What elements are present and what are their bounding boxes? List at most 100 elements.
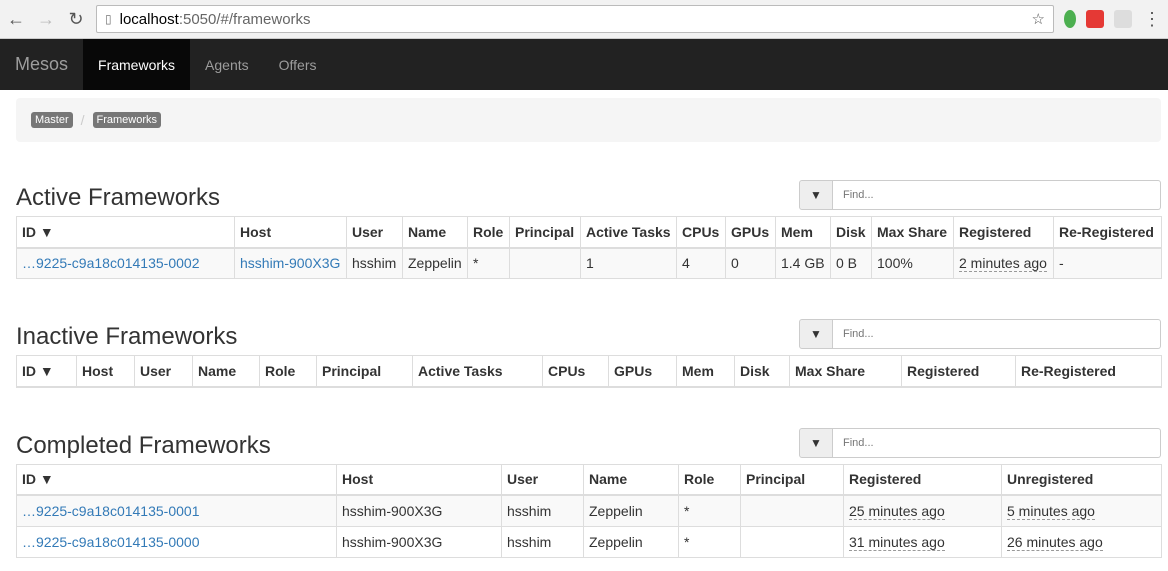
column-header[interactable]: ID ▼: [16, 216, 235, 249]
browser-toolbar: ← → ↻ ▯ localhost:5050/#/frameworks ☆ ⋮: [0, 0, 1168, 39]
table-cell: hsshim-900X3G: [336, 525, 502, 558]
section-title: Inactive Frameworks: [16, 323, 238, 350]
column-header[interactable]: ID ▼: [16, 355, 77, 388]
table-cell: hsshim-900X3G: [234, 247, 347, 279]
header-row: ID ▼ Host User Name Role Principal Registered U…: [16, 463, 1162, 496]
column-header[interactable]: GPUs: [608, 355, 677, 388]
table-cell: 0 B: [830, 247, 872, 279]
table-cell: hsshim: [501, 494, 584, 527]
nav-frameworks[interactable]: Frameworks: [83, 39, 191, 90]
table-cell: Zeppelin: [583, 494, 679, 527]
filter-icon: ▼: [799, 427, 833, 458]
column-header[interactable]: Mem: [676, 355, 735, 388]
column-header[interactable]: User: [501, 463, 584, 496]
breadcrumb: Master / Frameworks: [16, 98, 1161, 142]
column-header[interactable]: Role: [678, 463, 741, 496]
filter-icon: ▼: [799, 319, 833, 349]
forward-icon[interactable]: →: [37, 8, 55, 29]
filter-box: ▼: [799, 427, 1161, 458]
table-cell: *: [678, 494, 741, 527]
column-header[interactable]: Name: [402, 216, 468, 249]
column-header[interactable]: Principal: [316, 355, 413, 388]
relative-time: -: [1059, 255, 1064, 272]
back-icon[interactable]: ←: [7, 8, 25, 29]
section-title: Completed Frameworks: [16, 431, 271, 459]
column-header[interactable]: CPUs: [676, 216, 726, 249]
inactive-frameworks-table: ID ▼ Host User Name Role Principal Active Task…: [16, 355, 1162, 388]
section-title: Active Frameworks: [16, 184, 221, 211]
menu-icon[interactable]: ⋮: [1143, 8, 1161, 29]
table-cell: [740, 494, 844, 527]
address-bar[interactable]: ▯ localhost:5050/#/frameworks ☆: [96, 5, 1054, 33]
header-row: ID ▼ Host User Name Role Principal Active Task…: [16, 355, 1162, 388]
cell-text: 1: [586, 255, 594, 272]
cell-text: 0 B: [836, 255, 858, 272]
column-header[interactable]: Principal: [740, 463, 844, 496]
find-input[interactable]: [833, 180, 1161, 210]
cell-link[interactable]: hsshim-900X3G: [240, 255, 341, 272]
cell-text: 1.4 GB: [781, 255, 825, 272]
table-cell: …9225-c9a18c014135-0001: [16, 494, 337, 527]
table-row: …9225-c9a18c014135-0000 hsshim-900X3G hssh…: [16, 525, 1162, 558]
cell-link[interactable]: …9225-c9a18c014135-0001: [22, 502, 200, 519]
page-icon: ▯: [105, 12, 112, 26]
cell-text: *: [684, 502, 690, 519]
column-header[interactable]: GPUs: [725, 216, 776, 249]
column-header[interactable]: Host: [76, 355, 135, 388]
column-header[interactable]: Registered: [953, 216, 1054, 249]
relative-time: 31 minutes ago: [849, 533, 945, 551]
url-path: :5050/#/frameworks: [178, 10, 311, 28]
table-row: …9225-c9a18c014135-0002 hsshim-900X3G hssh…: [16, 247, 1162, 279]
column-header[interactable]: Host: [234, 216, 347, 249]
cell-text: Zeppelin: [589, 502, 643, 519]
column-header[interactable]: Re-Registered: [1053, 216, 1162, 249]
table-cell: 1.4 GB: [775, 247, 831, 279]
column-header[interactable]: Host: [336, 463, 502, 496]
relative-time: 2 minutes ago: [959, 255, 1047, 273]
column-header[interactable]: User: [134, 355, 193, 388]
column-header[interactable]: Active Tasks: [580, 216, 677, 249]
extension-todo-icon[interactable]: [1086, 10, 1104, 28]
column-header[interactable]: Active Tasks: [412, 355, 543, 388]
nav-offers[interactable]: Offers: [278, 56, 317, 73]
column-header[interactable]: Role: [259, 355, 317, 388]
column-header[interactable]: Name: [583, 463, 679, 496]
find-input[interactable]: [833, 319, 1161, 349]
cell-link[interactable]: …9225-c9a18c014135-0002: [22, 255, 200, 272]
column-header[interactable]: Disk: [734, 355, 790, 388]
column-header[interactable]: Principal: [509, 216, 581, 249]
column-header[interactable]: User: [346, 216, 403, 249]
column-header[interactable]: Name: [192, 355, 260, 388]
filter-icon: ▼: [799, 180, 833, 210]
table-cell: *: [678, 525, 741, 558]
column-header[interactable]: Mem: [775, 216, 831, 249]
inactive-frameworks-section: Inactive Frameworks ▼ ID ▼HostUserNameRo…: [16, 319, 1162, 388]
completed-frameworks-table: ID ▼ Host User Name Role Principal Registered U…: [16, 463, 1162, 558]
cell-text: 4: [682, 255, 690, 272]
column-header[interactable]: Registered: [843, 463, 1002, 496]
column-header[interactable]: Max Share: [871, 216, 954, 249]
filter-box: ▼: [799, 319, 1161, 349]
column-header[interactable]: Unregistered: [1001, 463, 1162, 496]
find-input[interactable]: [833, 427, 1161, 458]
column-header[interactable]: Max Share: [789, 355, 902, 388]
cell-link[interactable]: …9225-c9a18c014135-0000: [22, 533, 200, 550]
brand[interactable]: Mesos: [15, 54, 69, 74]
table-cell: 1: [580, 247, 677, 279]
column-header[interactable]: Registered: [901, 355, 1016, 388]
reload-icon[interactable]: ↻: [68, 8, 84, 29]
completed-frameworks-section: Completed Frameworks ▼ ID ▼HostUserNameR…: [16, 427, 1162, 558]
table-cell: *: [467, 247, 510, 279]
table-cell: 31 minutes ago: [843, 525, 1002, 558]
column-header[interactable]: CPUs: [542, 355, 609, 388]
column-header[interactable]: Disk: [830, 216, 872, 249]
table-cell: 2 minutes ago: [953, 247, 1054, 279]
nav-agents[interactable]: Agents: [205, 56, 249, 73]
breadcrumb-master[interactable]: Master: [31, 112, 73, 128]
column-header[interactable]: Re-Registered: [1015, 355, 1162, 388]
extension-leaf-icon[interactable]: [1064, 10, 1076, 28]
bookmark-star-icon[interactable]: ☆: [1031, 11, 1045, 28]
column-header[interactable]: ID ▼: [16, 463, 337, 496]
column-header[interactable]: Role: [467, 216, 510, 249]
extension-cast-icon[interactable]: [1114, 10, 1132, 28]
